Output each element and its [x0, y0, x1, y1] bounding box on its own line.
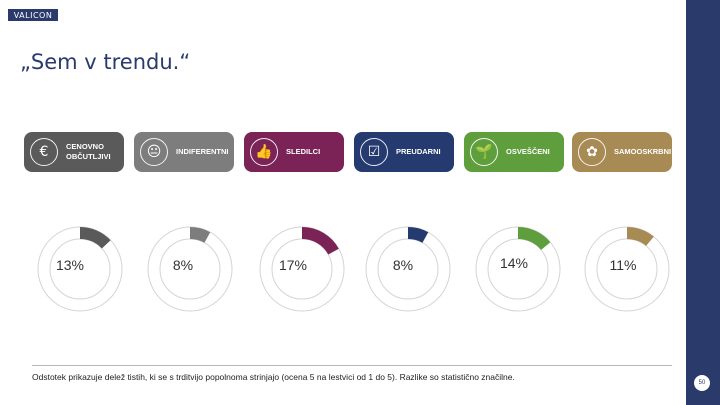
euro-icon: € [30, 138, 58, 166]
segment-badge-samooskrbni: ✿ SAMOOSKRBNI [572, 132, 672, 172]
donut-slice [408, 227, 429, 243]
segment-label: SAMOOSKRBNI [614, 147, 672, 156]
logo-text: VALICON [13, 10, 53, 20]
donut-svg [584, 226, 670, 312]
segment-badge-sledilci: 👍 SLEDILCI [244, 132, 344, 172]
segment-label: SLEDILCI [286, 147, 321, 156]
segment-badge-indiferentni: 😐 INDIFERENTNI [134, 132, 234, 172]
percent-label: 17% [278, 257, 308, 273]
segment-label: CENOVNO OBČUTLJIVI [66, 142, 111, 161]
segment-label: PREUDARNI [396, 147, 441, 156]
neutral-face-icon: 😐 [140, 138, 168, 166]
page-number: 50 [694, 375, 710, 391]
checklist-icon: ☑ [360, 138, 388, 166]
footnote-divider [32, 365, 672, 366]
donut-slice [518, 227, 551, 250]
donut-chart-sledilci: 17% [252, 219, 352, 319]
percent-label: 11% [609, 257, 637, 273]
segment-badge-preudarni: ☑ PREUDARNI [354, 132, 454, 172]
donut-svg [147, 226, 233, 312]
donut-chart-preudarni: 8% [358, 219, 458, 319]
donut-chart-indiferentni: 8% [140, 219, 240, 319]
donut-svg [259, 226, 345, 312]
donut-chart-osvesceni: 14% [468, 219, 568, 319]
donut-slice [627, 227, 654, 246]
footnote-text: Odstotek prikazuje delež tistih, ki se s… [32, 372, 515, 382]
donut-svg [37, 226, 123, 312]
segment-label: INDIFERENTNI [176, 147, 229, 156]
slide-title: „Sem v trendu.“ [20, 50, 191, 74]
donut-slice [302, 227, 339, 255]
segment-badge-cenovno-obcutljivi: € CENOVNO OBČUTLJIVI [24, 132, 124, 172]
percent-label: 8% [392, 257, 414, 273]
donut-slice [80, 227, 111, 249]
valicon-logo: VALICON [8, 9, 58, 21]
seedling-icon: 🌱 [470, 138, 498, 166]
garden-icon: ✿ [578, 138, 606, 166]
right-accent-bar [686, 0, 720, 405]
percent-label: 14% [499, 255, 529, 271]
percent-label: 8% [172, 257, 194, 273]
donut-chart-samooskrbni: 11% [577, 219, 677, 319]
donut-chart-cenovno-obcutljivi: 13% [30, 219, 130, 319]
thumbs-up-icon: 👍 [250, 138, 278, 166]
percent-label: 13% [55, 257, 85, 273]
donut-svg [365, 226, 451, 312]
segment-label: OSVEŠČENI [506, 147, 550, 156]
donut-svg [475, 226, 561, 312]
donut-slice [190, 227, 211, 243]
segment-badge-osvesceni: 🌱 OSVEŠČENI [464, 132, 564, 172]
